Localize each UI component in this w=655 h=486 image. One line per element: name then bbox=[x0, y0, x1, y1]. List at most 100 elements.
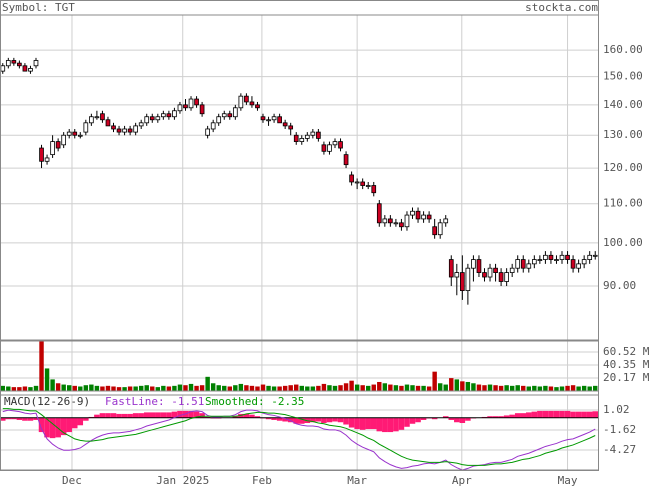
candle-body bbox=[327, 144, 332, 152]
candle-body bbox=[565, 254, 570, 260]
macd-histogram-bar bbox=[326, 417, 333, 423]
macd-histogram-bar bbox=[442, 416, 449, 418]
candle-body bbox=[509, 267, 515, 273]
macd-histogram-bar bbox=[232, 416, 239, 418]
macd-histogram-bar bbox=[276, 417, 283, 421]
candle-body bbox=[376, 203, 382, 224]
volume-bar bbox=[199, 385, 205, 391]
volume-bar bbox=[78, 386, 83, 391]
macd-histogram-bar bbox=[0, 417, 6, 421]
candle-body bbox=[399, 222, 404, 228]
candle-body bbox=[371, 185, 377, 194]
candle-body bbox=[471, 259, 476, 269]
volume-bar bbox=[138, 385, 144, 391]
volume-bar bbox=[349, 380, 354, 391]
legend-entry: FastLine: -1.51 bbox=[105, 395, 204, 408]
macd-histogram-bar bbox=[177, 410, 183, 418]
x-tick-label: Feb bbox=[252, 474, 272, 486]
candle-body bbox=[144, 116, 150, 124]
volume-bar bbox=[537, 386, 543, 391]
y-tick-label: 20.17 M bbox=[603, 371, 650, 384]
candle-body bbox=[5, 60, 11, 67]
volume-bar bbox=[559, 386, 565, 391]
macd-line bbox=[2, 409, 596, 471]
x-tick-label: Jan 2025 bbox=[156, 474, 209, 486]
volume-bar bbox=[266, 385, 271, 391]
candle-body bbox=[266, 119, 271, 122]
macd-histogram-bar bbox=[487, 416, 493, 418]
candle-body bbox=[454, 272, 460, 278]
macd-histogram-bar bbox=[365, 417, 371, 430]
macd-histogram-bar bbox=[44, 417, 50, 438]
volume-bar bbox=[471, 383, 476, 391]
volume-bar bbox=[593, 385, 598, 391]
volume-bar bbox=[111, 386, 116, 391]
volume-bar bbox=[122, 387, 127, 391]
macd-histogram-bar bbox=[492, 416, 499, 418]
macd-histogram-bar bbox=[337, 417, 344, 423]
macd-histogram-bar bbox=[199, 413, 205, 418]
macd-histogram-bar bbox=[370, 417, 377, 430]
candle-body bbox=[482, 272, 487, 278]
macd-histogram-bar bbox=[149, 412, 156, 418]
candle-body bbox=[576, 263, 581, 269]
volume-bar bbox=[22, 386, 28, 391]
volume-bar bbox=[39, 341, 44, 391]
macd-histogram-bar bbox=[542, 410, 549, 418]
y-tick-label: 130.00 bbox=[603, 128, 643, 141]
candle-body bbox=[183, 104, 188, 109]
volume-bar bbox=[515, 385, 520, 391]
candle-body bbox=[149, 116, 155, 121]
candle-body bbox=[50, 141, 55, 156]
macd-histogram-bar bbox=[548, 410, 554, 418]
candle-body bbox=[432, 226, 437, 236]
candle-body bbox=[587, 254, 593, 260]
volume-bar bbox=[432, 371, 437, 391]
candle-body bbox=[343, 154, 349, 166]
candle-body bbox=[304, 134, 310, 139]
volume-bar bbox=[504, 385, 509, 391]
candle-body bbox=[238, 95, 244, 109]
volume-bar bbox=[543, 385, 548, 391]
candle-body bbox=[33, 60, 39, 67]
volume-bar bbox=[249, 385, 255, 391]
macd-histogram-bar bbox=[38, 417, 45, 433]
candle-body bbox=[244, 95, 249, 103]
candle-body bbox=[349, 174, 354, 183]
candle-body bbox=[28, 68, 33, 72]
macd-histogram-bar bbox=[66, 417, 72, 433]
candle-body bbox=[155, 116, 161, 121]
candle-body bbox=[249, 101, 255, 106]
volume-bar bbox=[521, 385, 526, 391]
macd-histogram-bar bbox=[265, 417, 272, 420]
volume-bar bbox=[183, 385, 188, 391]
candle-body bbox=[205, 128, 210, 136]
x-tick-label: Dec bbox=[62, 474, 82, 486]
macd-histogram-bar bbox=[448, 417, 455, 420]
volume-bar bbox=[155, 387, 161, 391]
macd-histogram-bar bbox=[188, 410, 194, 418]
volume-bar bbox=[61, 384, 66, 391]
volume-bar bbox=[33, 385, 39, 391]
volume-bar bbox=[55, 383, 61, 391]
candle-body bbox=[177, 104, 183, 112]
candle-body bbox=[498, 272, 504, 282]
source: stockta.com bbox=[525, 1, 598, 14]
volume-bar bbox=[526, 386, 532, 391]
candle-body bbox=[465, 267, 471, 292]
macd-histogram-bar bbox=[299, 417, 305, 424]
macd-histogram-bar bbox=[459, 417, 466, 424]
candle-body bbox=[443, 218, 449, 224]
candle-body bbox=[415, 210, 421, 220]
volume-bar bbox=[377, 381, 382, 391]
candle-body bbox=[133, 125, 138, 133]
candle-body bbox=[437, 222, 443, 236]
macd-histogram-bar bbox=[431, 417, 438, 420]
candle-body bbox=[227, 113, 233, 118]
candle-body bbox=[282, 122, 288, 127]
y-tick-label: 140.00 bbox=[603, 98, 643, 111]
volume-bar bbox=[404, 384, 410, 391]
volume-bar bbox=[294, 384, 299, 391]
candle-body bbox=[448, 259, 454, 278]
macd-histogram-bar bbox=[110, 413, 117, 418]
